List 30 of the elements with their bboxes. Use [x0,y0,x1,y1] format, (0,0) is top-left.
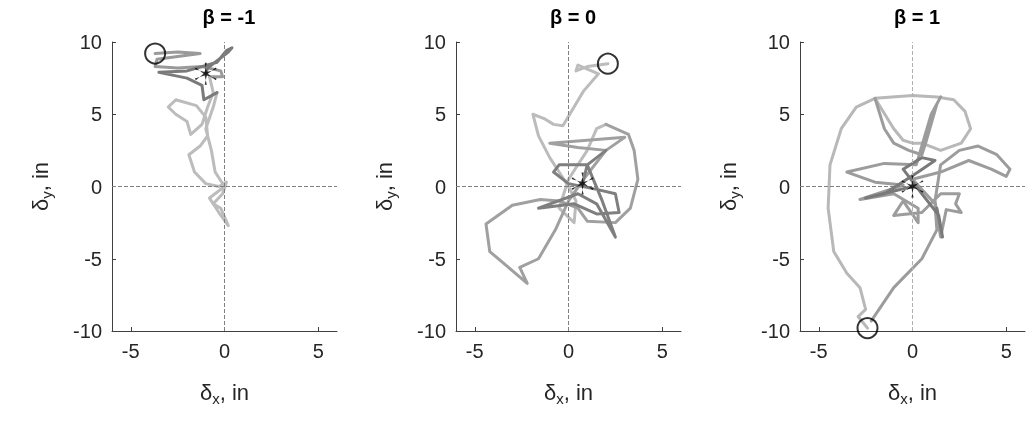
x-tick-label: 5 [1000,340,1012,362]
x-tick-label: 0 [906,340,919,362]
y-axis-title: δy, in [716,161,743,212]
x-tick-label: 5 [656,340,668,362]
x-tick-label: -5 [465,340,484,362]
y-tick-label: 10 [79,31,102,53]
y-tick-label: 10 [423,31,446,53]
y-tick-label: 5 [434,103,446,126]
y-tick-label: -5 [84,247,102,270]
y-tick-label: -5 [772,247,790,270]
y-axis-title: δy, in [372,161,399,212]
x-tick-label: 0 [218,340,231,362]
y-tick-label: 0 [434,175,446,198]
y-tick-label: -5 [428,247,446,270]
x-tick-label: -5 [121,340,140,362]
y-tick-label: -10 [761,320,790,342]
chart-title: β = -1 [202,6,256,28]
x-tick-label: 5 [312,340,324,362]
y-tick-label: 5 [778,103,790,126]
chart-title: β = 1 [893,6,941,28]
y-tick-label: 10 [767,31,790,53]
y-tick-label: 5 [90,103,102,126]
x-tick-label: 0 [562,340,575,362]
y-tick-label: -10 [417,320,446,342]
y-tick-label: 0 [90,175,102,198]
x-tick-label: -5 [809,340,828,362]
y-tick-label: -10 [73,320,102,342]
y-axis-title: δy, in [28,161,55,212]
y-tick-label: 0 [778,175,790,198]
chart-title: β = 0 [549,6,597,28]
